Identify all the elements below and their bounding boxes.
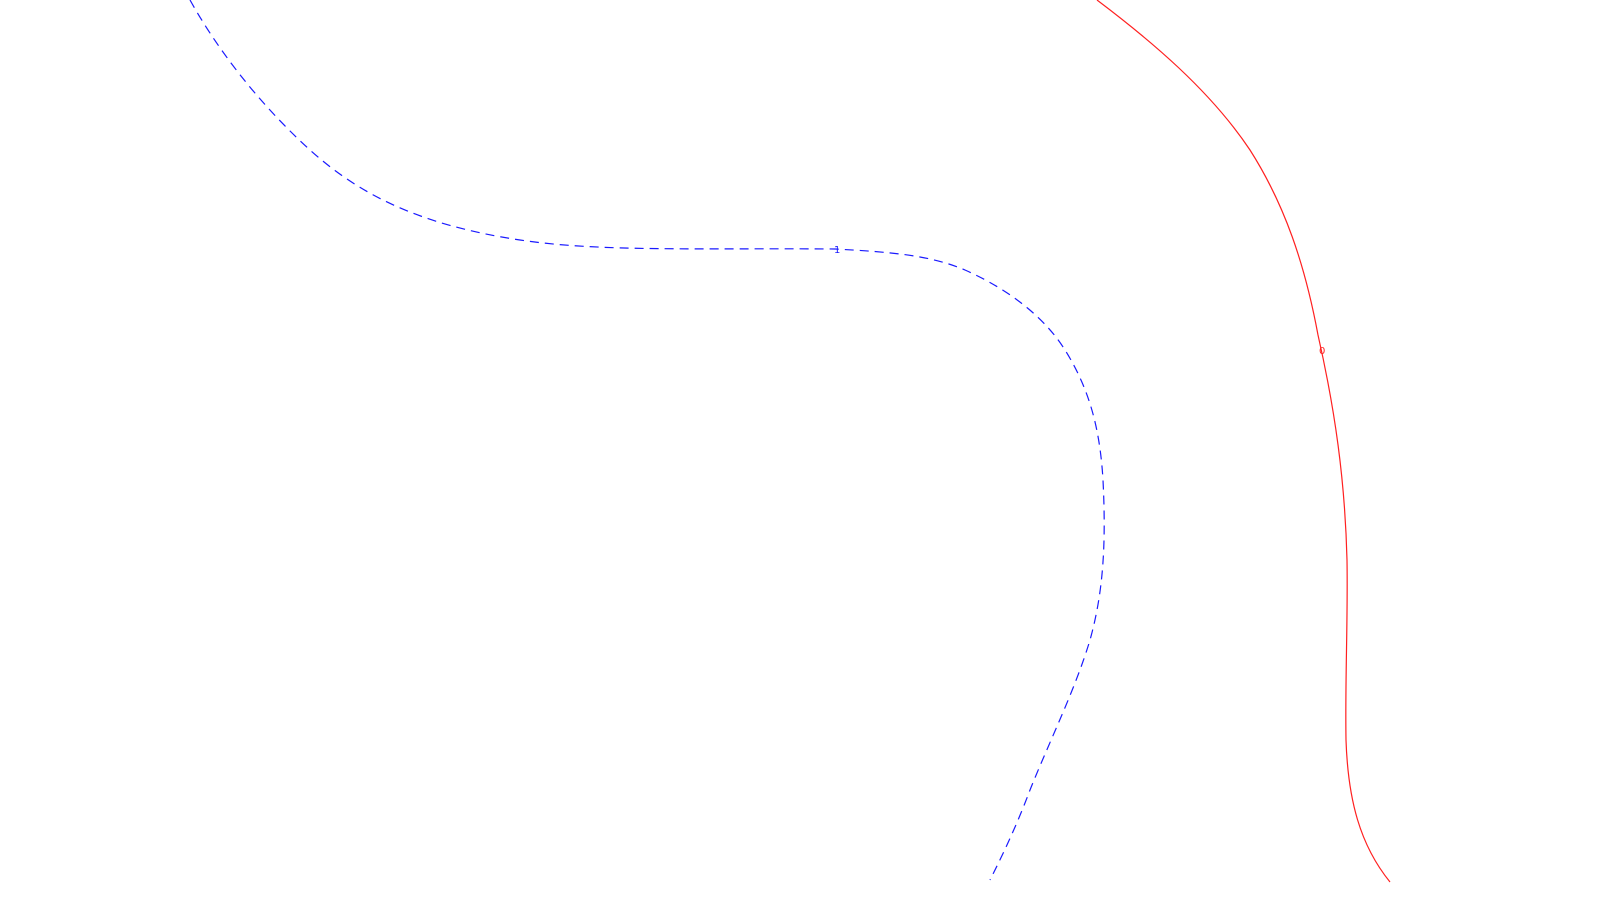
contour-line-level-0 (1096, 0, 1391, 883)
contour-line-level-1 (189, 0, 1105, 881)
contour-label-level-1: 1 (834, 245, 840, 256)
contour-label-level-0: 0 (1319, 346, 1325, 357)
